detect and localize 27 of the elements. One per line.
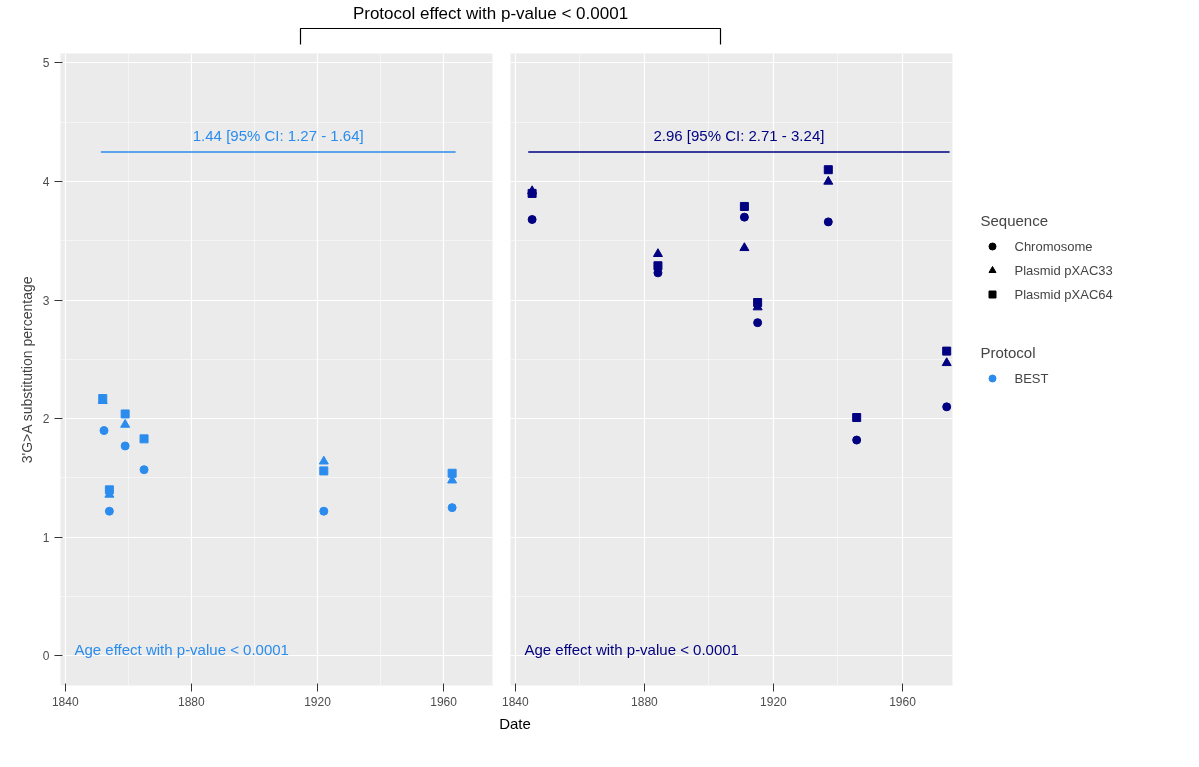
category-label: Plasmid pXAC64 [1014,286,1113,302]
series-label: 2.96 [95% CI: 2.71 - 3.24] [653,126,825,144]
category-label: BEST [1014,370,1049,386]
y-axis-title: 3'G>A substitution percentage [18,276,35,464]
x-tick-label: 1920 [760,694,788,709]
y-tick-label: 0 [42,649,50,664]
y-tick-label: 2 [42,412,50,427]
annotation: Age effect with p-value < 0.0001 [74,640,289,658]
series-label: 1.44 [95% CI: 1.27 - 1.64] [192,126,364,144]
y-tick-label: 1 [42,530,50,545]
annotation: Age effect with p-value < 0.0001 [524,640,739,658]
x-tick-label: 1960 [430,694,458,709]
x-tick-label: 1840 [51,694,79,709]
x-axis-title: Date [499,714,531,734]
category-label: Plasmid pXAC33 [1014,262,1113,278]
y-tick-label: 5 [42,56,50,71]
category-label: Chromosome [1014,238,1093,254]
legend-title: Sequence [980,211,1049,229]
x-tick-label: 1840 [501,694,530,709]
x-tick-label: 1960 [889,694,917,709]
legend-title: Protocol [980,343,1036,361]
x-tick-label: 1880 [178,694,206,709]
x-tick-label: 1880 [631,694,659,709]
y-tick-label: 3 [42,293,50,308]
chart-title: Protocol effect with p-value < 0.0001 [352,3,629,23]
x-tick-label: 1920 [304,694,332,709]
y-tick-label: 4 [42,175,50,190]
